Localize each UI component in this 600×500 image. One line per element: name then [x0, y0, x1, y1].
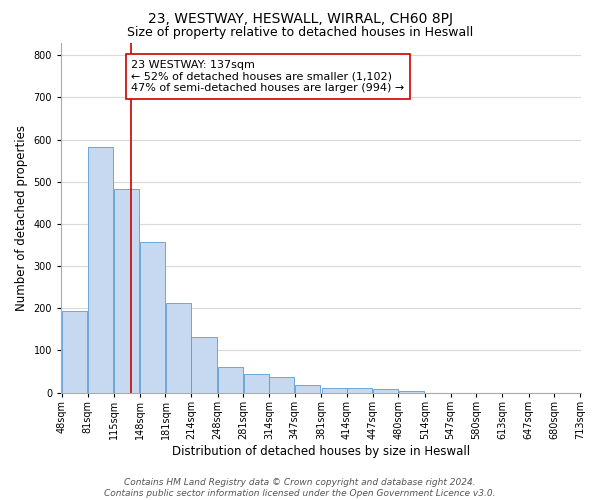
Bar — [166, 303, 191, 392]
Bar — [269, 377, 295, 392]
Bar — [373, 390, 398, 392]
Bar — [322, 388, 347, 392]
X-axis label: Distribution of detached houses by size in Heswall: Distribution of detached houses by size … — [172, 444, 470, 458]
Text: Contains HM Land Registry data © Crown copyright and database right 2024.
Contai: Contains HM Land Registry data © Crown c… — [104, 478, 496, 498]
Text: 23, WESTWAY, HESWALL, WIRRAL, CH60 8PJ: 23, WESTWAY, HESWALL, WIRRAL, CH60 8PJ — [148, 12, 452, 26]
Bar — [244, 374, 269, 392]
Y-axis label: Number of detached properties: Number of detached properties — [15, 124, 28, 310]
Bar — [115, 189, 139, 392]
Bar — [347, 388, 373, 392]
Bar — [295, 386, 320, 392]
Bar — [191, 336, 217, 392]
Bar — [218, 368, 243, 392]
Text: Size of property relative to detached houses in Heswall: Size of property relative to detached ho… — [127, 26, 473, 39]
Bar — [62, 311, 87, 392]
Bar — [399, 390, 424, 392]
Bar — [140, 242, 165, 392]
Bar — [88, 146, 113, 392]
Text: 23 WESTWAY: 137sqm
← 52% of detached houses are smaller (1,102)
47% of semi-deta: 23 WESTWAY: 137sqm ← 52% of detached hou… — [131, 60, 404, 93]
